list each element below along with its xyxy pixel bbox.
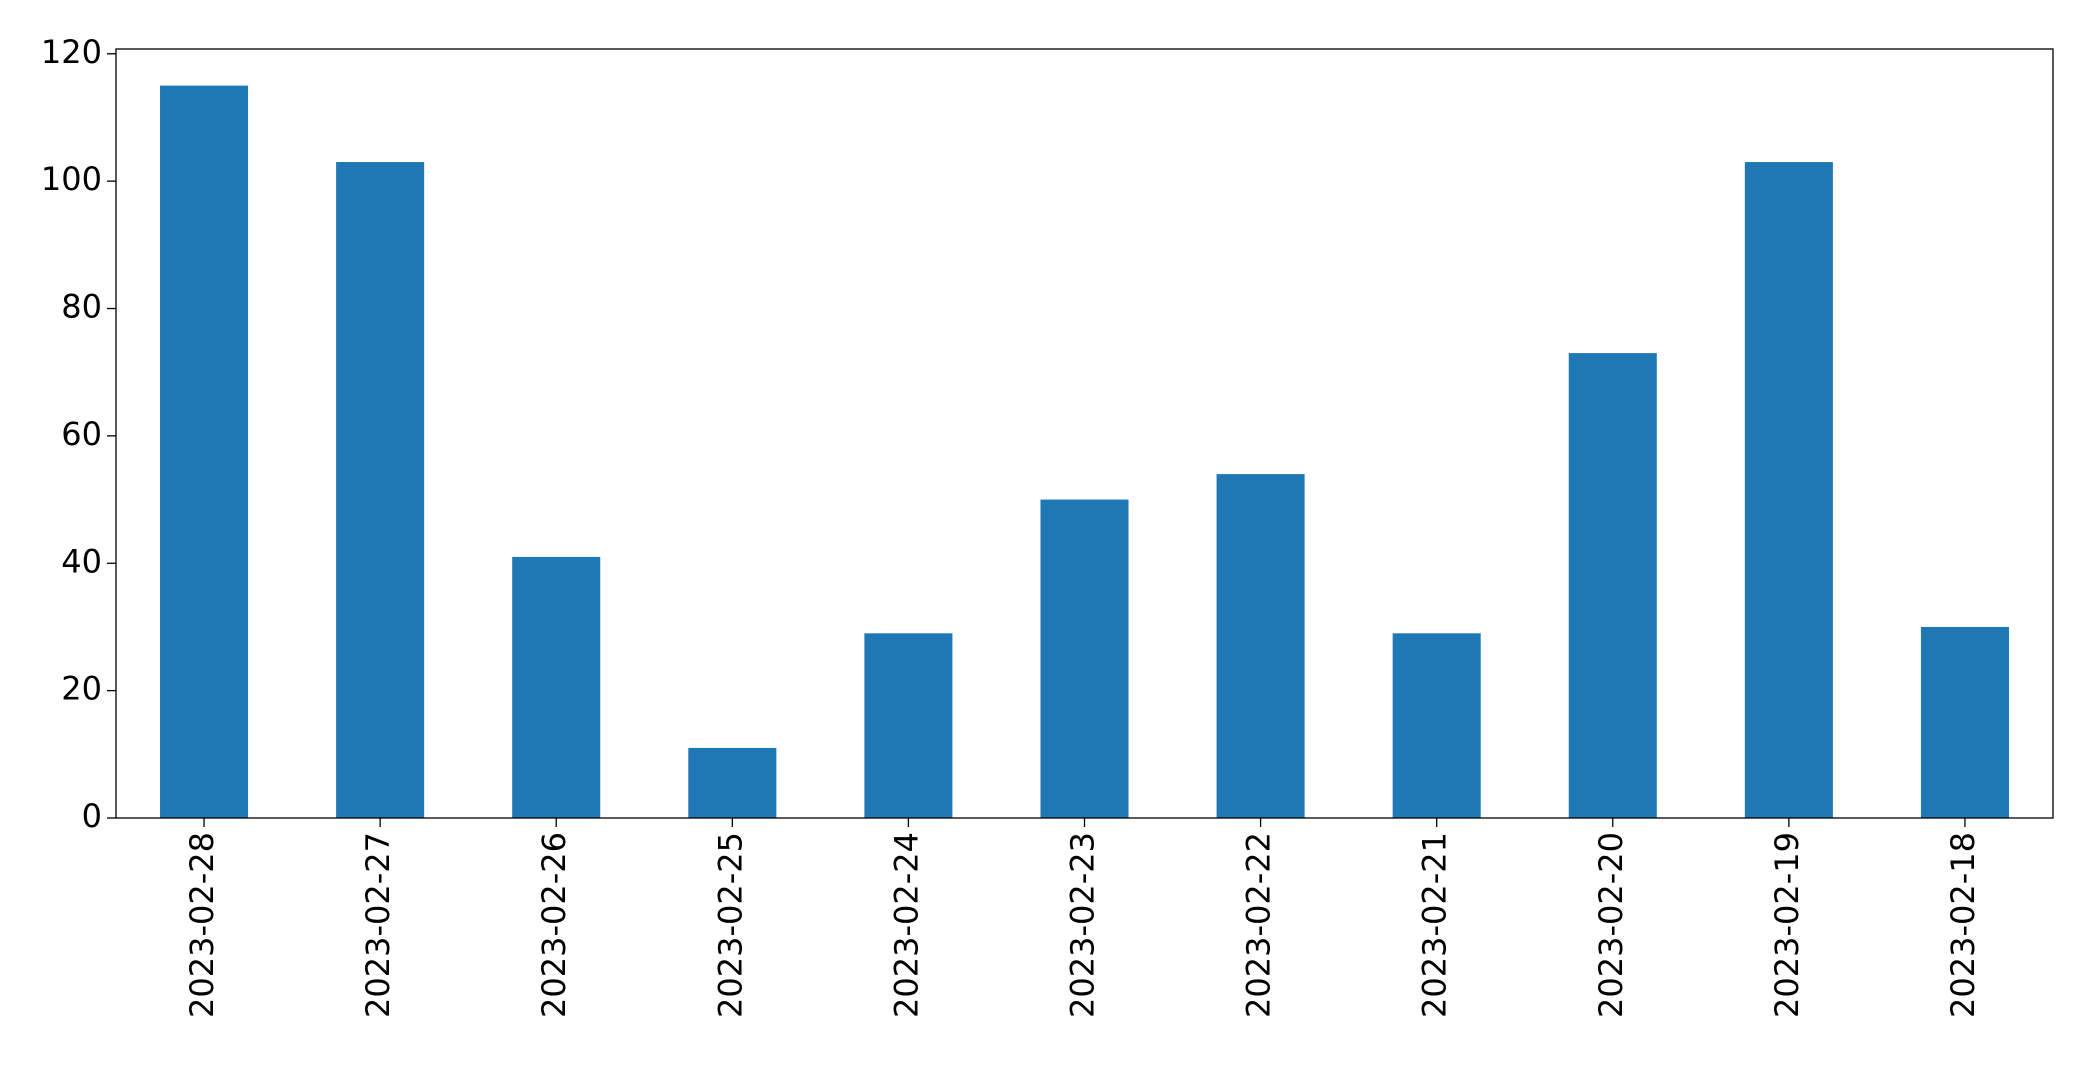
bar: [1040, 499, 1129, 818]
x-tick-label: 2023-02-19: [1768, 832, 1806, 1018]
y-tick-label: 80: [61, 288, 102, 326]
y-tick-label: 60: [61, 415, 102, 453]
x-tick-label: 2023-02-27: [359, 832, 397, 1018]
x-tick-label: 2023-02-22: [1240, 832, 1278, 1018]
x-tick-label: 2023-02-18: [1944, 832, 1982, 1018]
bar: [688, 747, 777, 818]
bar: [1392, 633, 1481, 818]
y-tick-label: 120: [41, 33, 102, 71]
y-tick-label: 100: [41, 160, 102, 198]
bar: [1744, 162, 1833, 819]
bar: [1568, 353, 1657, 818]
x-tick-label: 2023-02-23: [1064, 832, 1102, 1018]
y-tick-label: 40: [61, 542, 102, 580]
bar: [512, 556, 601, 818]
x-tick-label: 2023-02-25: [711, 832, 749, 1018]
x-tick-label: 2023-02-24: [887, 832, 925, 1018]
x-tick-label: 2023-02-21: [1416, 832, 1454, 1018]
x-tick-label: 2023-02-28: [183, 832, 221, 1018]
y-tick-label: 20: [61, 670, 102, 708]
bar: [1216, 474, 1305, 818]
axes-frame: [115, 48, 2054, 819]
bar: [1920, 626, 2009, 818]
x-tick-label: 2023-02-26: [535, 832, 573, 1018]
x-tick-label: 2023-02-20: [1592, 832, 1630, 1018]
bar: [864, 633, 953, 818]
bar: [160, 85, 249, 819]
bar: [336, 162, 425, 819]
y-tick-label: 0: [82, 797, 102, 835]
